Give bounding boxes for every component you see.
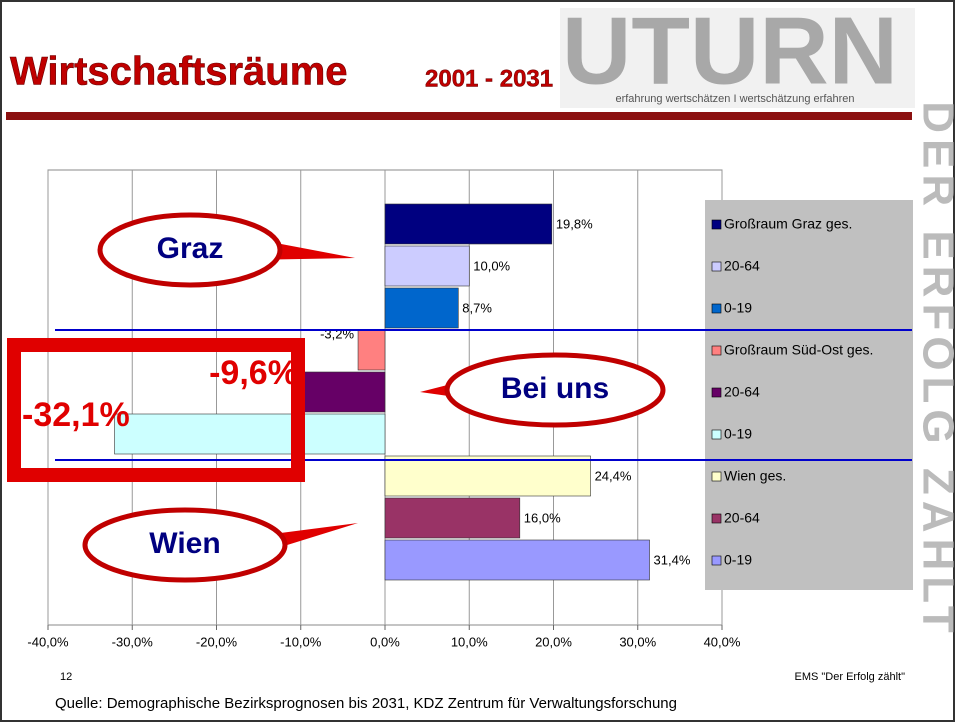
x-tick-label: 10,0%	[451, 634, 488, 649]
bar	[114, 413, 386, 455]
chart: -40,0% -30,0% -20,0% -10,0% 0,0% 10,0% 20,0% 30…	[7, 169, 913, 649]
legend-label: Großraum Süd-Ost ges.	[724, 342, 873, 358]
legend-label: Großraum Graz ges.	[724, 216, 852, 232]
source: Quelle: Demographische Bezirksprognosen …	[55, 695, 677, 712]
bar	[384, 539, 650, 581]
x-tick-label: 30,0%	[619, 634, 656, 649]
bar	[357, 329, 386, 371]
legend-label: 0-19	[724, 300, 752, 316]
callout	[82, 507, 288, 583]
title: Wirtschaftsräume	[10, 50, 348, 94]
legend-swatch	[711, 471, 722, 482]
legend-swatch	[711, 387, 722, 398]
x-tick-label: 40,0%	[704, 634, 741, 649]
value-label-highlight: -32,1%	[22, 396, 130, 434]
legend-swatch	[711, 219, 722, 230]
bar	[384, 497, 521, 539]
value-label: 19,8%	[556, 216, 593, 231]
value-label: 31,4%	[654, 552, 691, 567]
legend-swatch	[711, 555, 722, 566]
legend-label: 20-64	[724, 384, 760, 400]
legend-swatch	[711, 345, 722, 356]
x-tick-label: -10,0%	[280, 634, 322, 649]
x-tick-label: 20,0%	[535, 634, 572, 649]
legend-label: 0-19	[724, 426, 752, 442]
legend-swatch	[711, 261, 722, 272]
x-tick-label: -40,0%	[27, 634, 69, 649]
value-label: 16,0%	[524, 510, 561, 525]
subtitle: 2001 - 2031	[425, 65, 553, 92]
value-label: 10,0%	[473, 258, 510, 273]
callout	[97, 212, 283, 288]
logo-backdrop	[560, 8, 915, 108]
bar	[384, 245, 470, 287]
bar	[384, 203, 553, 245]
legend-label: Wien ges.	[724, 468, 786, 484]
value-label: -3,2%	[320, 326, 354, 341]
legend-label: 20-64	[724, 510, 760, 526]
value-label-highlight: -9,6%	[209, 354, 298, 392]
highlight-frame	[7, 338, 305, 482]
bar	[384, 287, 459, 329]
side-text: DER ERFOLG ZÄHLT	[913, 101, 955, 639]
legend-swatch	[711, 429, 722, 440]
callout-label: Graz	[157, 232, 224, 265]
slogan: erfahrung wertschätzen I wertschätzung e…	[615, 93, 854, 105]
legend-swatch	[711, 303, 722, 314]
legend-swatch	[711, 513, 722, 524]
brand: EMS "Der Erfolg zählt"	[794, 671, 905, 683]
legend-label: 0-19	[724, 552, 752, 568]
x-tick-label: 0,0%	[370, 634, 400, 649]
value-label: 8,7%	[462, 300, 492, 315]
page-number: 12	[60, 671, 72, 683]
callout-label: Wien	[149, 527, 220, 560]
bar	[303, 371, 386, 413]
x-tick-label: -30,0%	[112, 634, 154, 649]
bar	[384, 455, 591, 497]
legend	[705, 200, 913, 590]
value-label: 24,4%	[595, 468, 632, 483]
x-tick-label: -20,0%	[196, 634, 238, 649]
logo: UTURN	[562, 0, 898, 104]
callout-label: Bei uns	[501, 372, 609, 405]
title-rule	[6, 112, 912, 120]
legend-label: 20-64	[724, 258, 760, 274]
callout	[444, 352, 666, 428]
